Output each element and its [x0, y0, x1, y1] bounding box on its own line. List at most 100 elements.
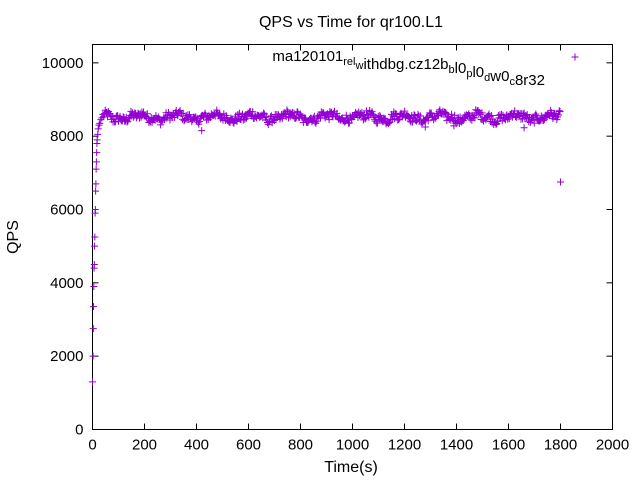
x-tick-label: 2000 [596, 437, 629, 454]
data-point [478, 109, 486, 117]
x-tick-label: 800 [288, 437, 313, 454]
data-point [333, 109, 341, 117]
legend-label: ma120101relwithdbg.cz12bbl0pl0dw0c8r32 [272, 48, 545, 89]
data-point [471, 114, 479, 122]
data-point [92, 180, 100, 188]
data-point [311, 118, 319, 126]
data-point [445, 115, 453, 123]
data-point [342, 111, 350, 119]
legend: ma120101relwithdbg.cz12bbl0pl0dw0c8r32 [272, 48, 579, 89]
legend-label-part: c [509, 76, 515, 88]
data-point [436, 106, 444, 114]
data-point [271, 116, 278, 124]
data-point [532, 110, 540, 118]
x-tick-label: 1400 [440, 437, 473, 454]
data-point [460, 114, 468, 122]
data-point [284, 108, 292, 116]
y-tick-label: 4000 [50, 275, 83, 292]
data-point [526, 118, 534, 126]
data-point [91, 206, 99, 213]
data-point [107, 111, 115, 119]
data-point [554, 111, 562, 119]
data-point [89, 325, 97, 333]
y-tick-label: 10000 [42, 55, 84, 72]
x-tick-label: 1000 [336, 437, 369, 454]
data-point [292, 114, 300, 122]
data-point [474, 107, 482, 115]
plot-frame [92, 44, 613, 430]
data-point [98, 114, 106, 122]
data-point [357, 111, 365, 119]
legend-label-part: w [355, 60, 364, 72]
data-point [94, 125, 102, 133]
legend-marker [571, 53, 579, 61]
data-point [416, 112, 424, 120]
data-point [111, 118, 119, 126]
data-point [494, 117, 502, 125]
y-tick-label: 6000 [50, 202, 83, 219]
data-point [448, 110, 456, 118]
data-point [441, 109, 449, 117]
data-point [196, 117, 204, 125]
data-point [90, 261, 98, 268]
data-point [405, 113, 413, 121]
data-point [555, 107, 563, 115]
data-point [325, 116, 333, 124]
data-point [92, 187, 100, 195]
data-point [91, 242, 99, 250]
data-point [127, 107, 135, 115]
legend-label-part: ma120101 [272, 48, 343, 65]
data-point [404, 112, 412, 120]
data-point [505, 115, 513, 123]
legend-label-part: l0 [472, 64, 484, 81]
x-tick-label: 1800 [544, 437, 577, 454]
data-point [424, 117, 432, 125]
legend-label-part: 8r32 [515, 72, 545, 89]
data-point [476, 110, 484, 118]
data-point [171, 113, 179, 121]
data-point [497, 110, 505, 118]
data-point [92, 158, 100, 166]
data-point [91, 233, 99, 241]
data-point [540, 117, 548, 125]
y-tick-label: 8000 [50, 128, 83, 145]
data-point [139, 108, 147, 116]
data-point [96, 119, 104, 127]
data-point [401, 107, 409, 115]
data-point [90, 303, 98, 311]
data-point [249, 108, 257, 116]
data-point [157, 121, 165, 129]
data-point [278, 115, 286, 123]
data-point [412, 117, 420, 125]
x-tick-label: 600 [236, 437, 261, 454]
data-point [492, 120, 500, 128]
data-point [369, 110, 377, 118]
data-point [93, 136, 101, 144]
data-point [373, 119, 381, 127]
axis-ticks: 0 200 400 600 800 1000 1200 1400 1600 1800 2000 0 20… [42, 44, 629, 454]
x-tick-label: 400 [184, 437, 209, 454]
x-axis-label: Time(s) [324, 459, 378, 476]
data-point [143, 110, 151, 118]
legend-label-part: w0 [489, 68, 509, 85]
data-point [384, 120, 392, 128]
data-point [194, 118, 202, 126]
data-point [227, 114, 235, 122]
data-point [381, 115, 389, 123]
y-tick-label: 0 [75, 422, 83, 439]
data-point [90, 283, 98, 290]
data-point [363, 107, 371, 115]
data-point [125, 115, 133, 123]
data-point [521, 115, 529, 123]
legend-label-part: b [449, 64, 455, 76]
data-point [377, 113, 385, 121]
data-point [520, 124, 528, 132]
data-points [89, 106, 564, 386]
legend-label-part: rel [343, 56, 355, 68]
data-point [241, 115, 249, 123]
data-point [285, 114, 293, 122]
data-point [421, 123, 429, 131]
legend-label-part: p [466, 68, 472, 80]
data-point [235, 109, 243, 117]
